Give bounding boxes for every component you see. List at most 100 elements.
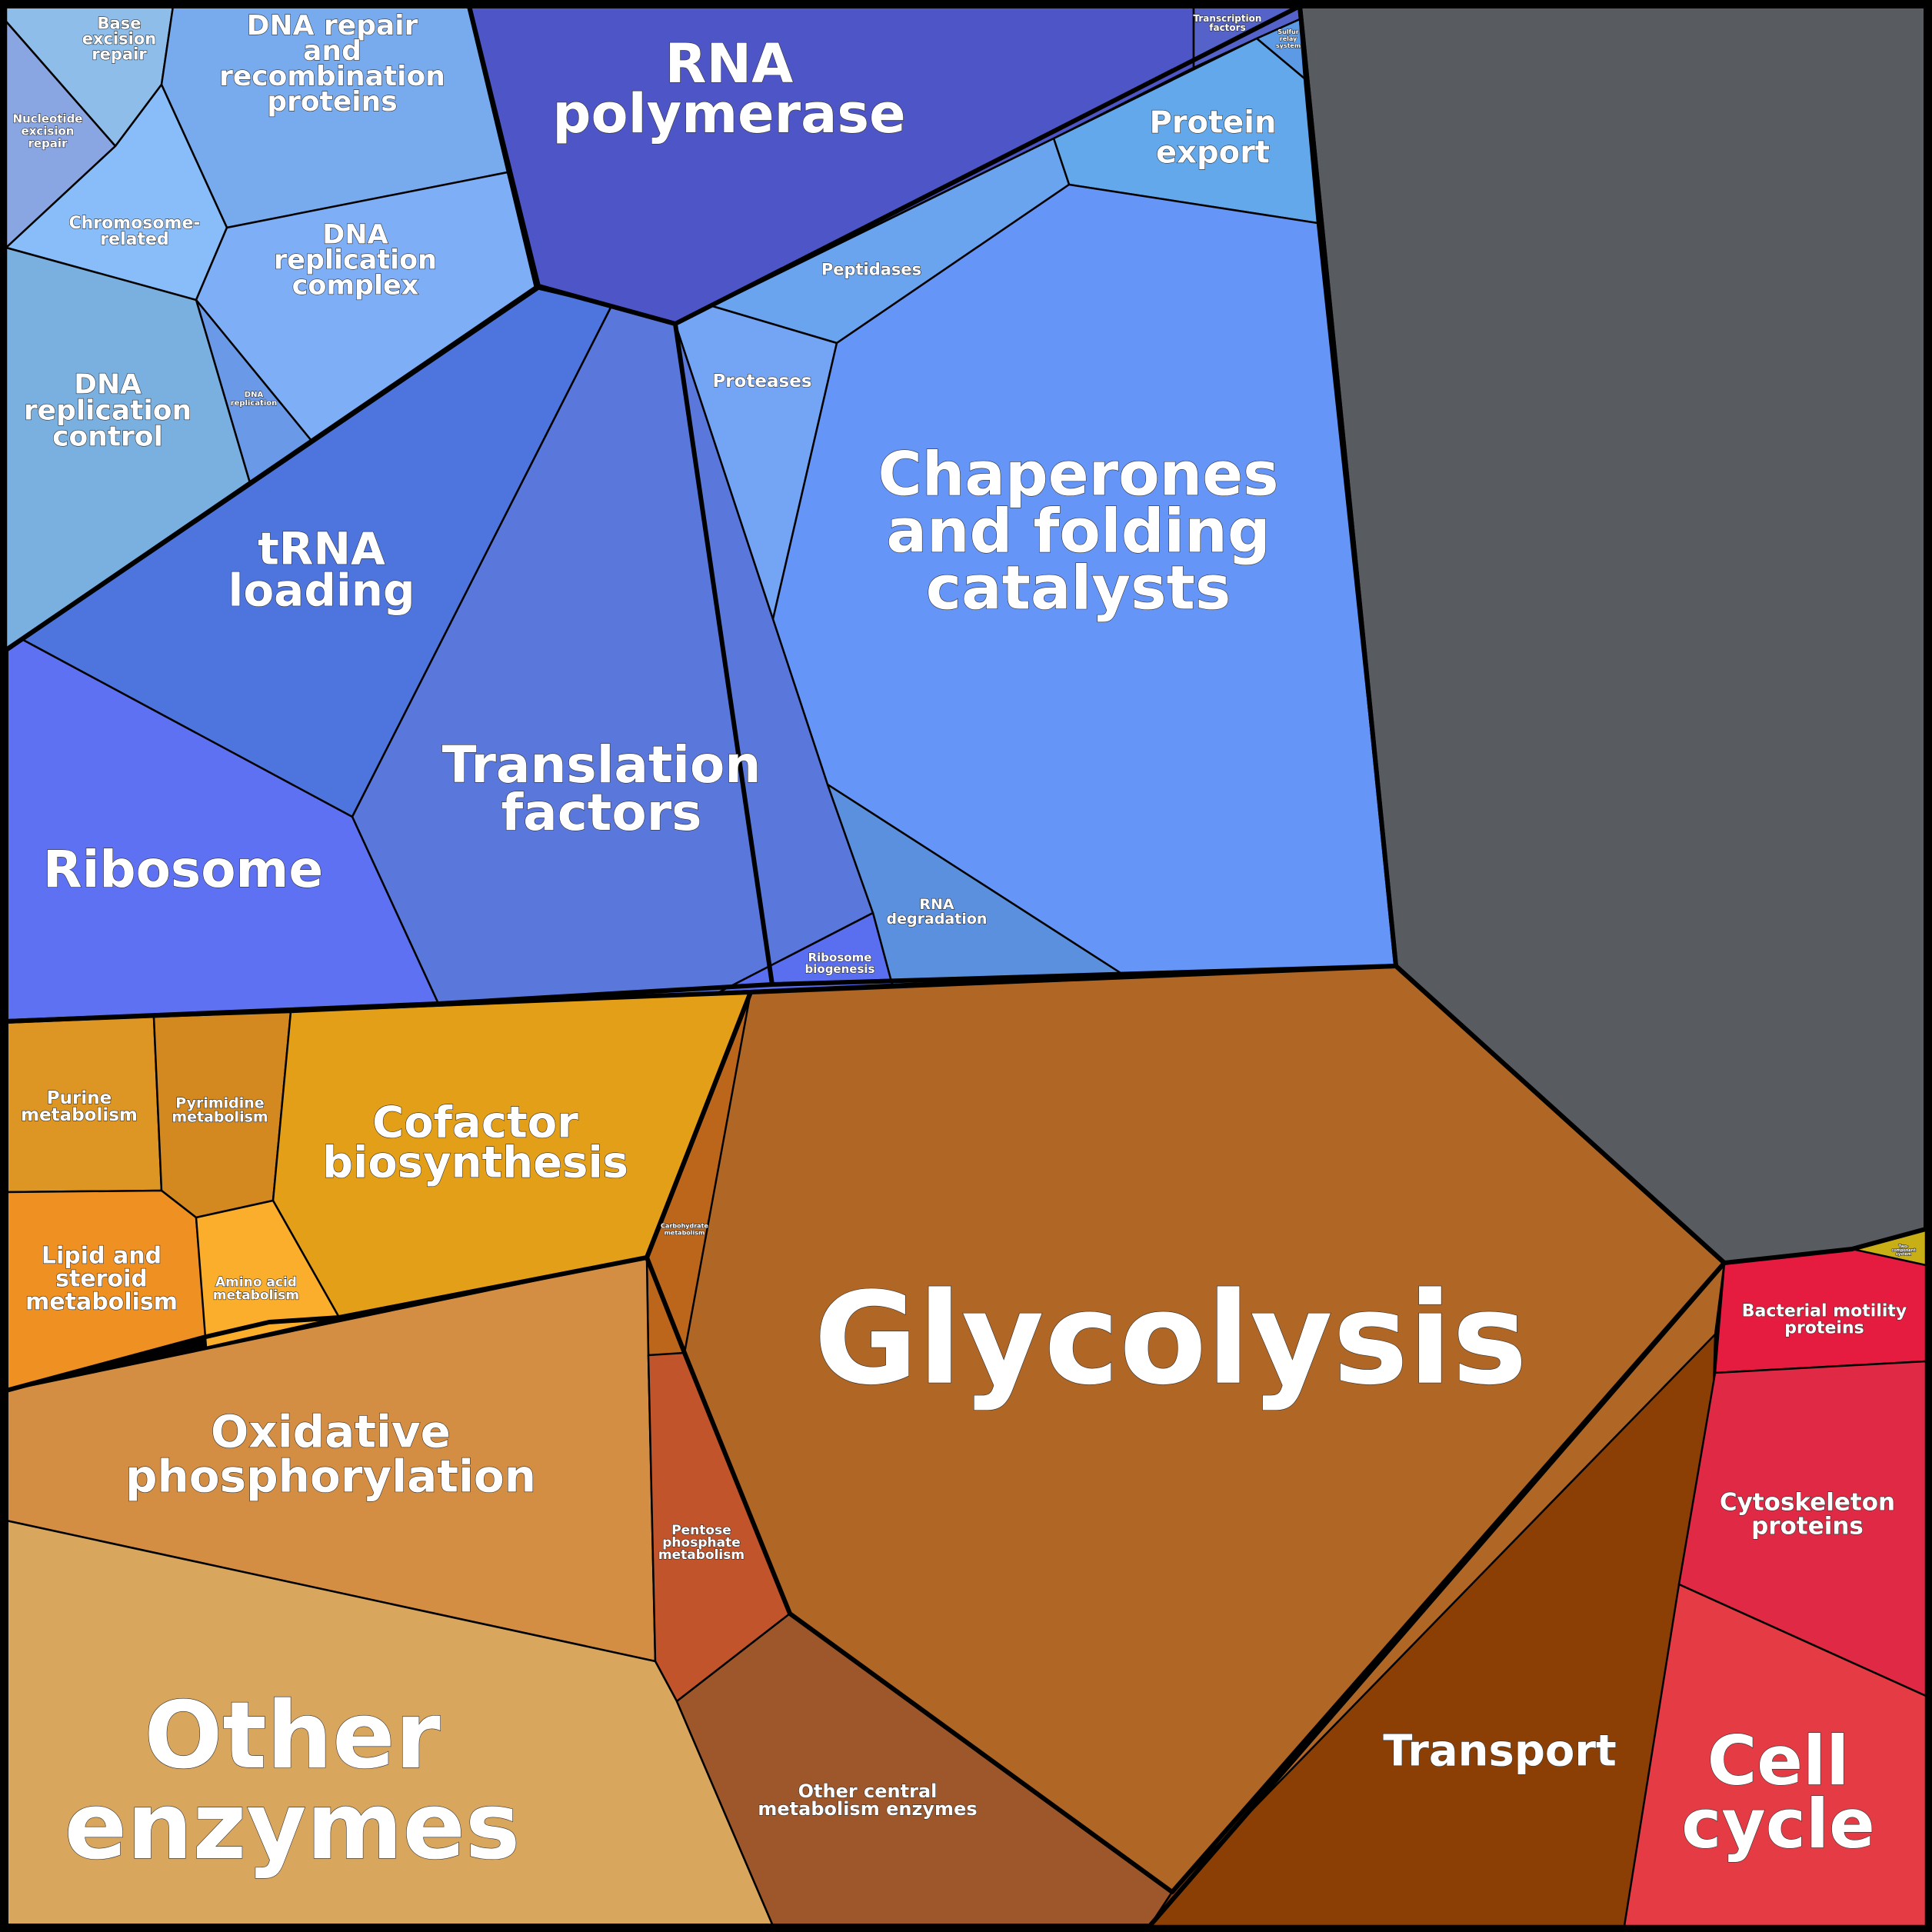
label-line: Oxidative [211,1405,451,1457]
label-line: Ribosome [43,840,323,899]
label-ribosome: Ribosome [43,840,323,899]
label-line: excision [22,124,75,138]
label-line: biogenesis [805,962,875,976]
label-line: DNA repair [247,10,418,42]
label-lipid-steroid-metabolism: Lipid and steroid metabolism [25,1243,178,1316]
label-line: factors [1209,22,1245,33]
group-border-cofactor [5,991,753,1393]
label-line: Cofactor [372,1098,578,1148]
label-line: Peptidases [821,260,921,278]
label-amino-acid-metabolism: Amino acid metabolism [213,1274,299,1303]
label-line: Transport [1383,1727,1617,1777]
label-bacterial-motility: Bacterial motility proteins [1742,1302,1907,1338]
label-dna-repair-recombination: DNA repair and recombination proteins [219,10,445,118]
label-cytoskeleton-proteins: Cytoskeleton proteins [1720,1488,1895,1540]
label-line: Carbohydrate [661,1222,708,1229]
label-line: Chromosome- [69,214,201,233]
label-line: loading [228,564,415,616]
label-nucleotide-excision-repair: Nucleotide excision repair [13,112,83,150]
label-line: Two- [1899,1244,1909,1249]
label-line: DNA [245,391,264,399]
label-line: Other [144,1683,440,1790]
label-cofactor-biosynthesis: Cofactor biosynthesis [322,1098,628,1188]
label-line: replication [274,245,437,275]
label-line: phosphorylation [125,1450,536,1502]
label-oxidative-phosphorylation: Oxidative phosphorylation [125,1405,536,1502]
label-line: metabolism [665,1229,705,1236]
label-line: polymerase [552,82,905,145]
label-rna-degradation: RNA degradation [887,896,988,928]
label-line: proteins [1784,1319,1864,1338]
label-transport: Transport [1383,1727,1617,1777]
label-glycolysis: Glycolysis [814,1265,1527,1413]
label-line: repair [28,136,68,150]
label-line: Transcription [1194,13,1262,24]
label-line: replication [231,399,278,408]
label-line: Chaperones [878,440,1278,509]
label-protein-export: Protein export [1150,105,1277,171]
label-line: Sulfur [1277,28,1298,35]
label-line: metabolism [25,1289,178,1316]
label-line: repair [92,45,147,63]
label-base-excision-repair: Base excision repair [82,14,157,63]
label-line: proteins [1751,1512,1864,1540]
label-other-central-metabolism: Other central metabolism enzymes [758,1780,977,1820]
label-line: Pyrimidine [175,1095,264,1112]
label-line: Translation [442,735,761,794]
label-line: Amino acid [215,1274,297,1290]
label-peptidases: Peptidases [821,260,921,278]
label-line: Bacterial motility [1742,1302,1907,1321]
cells-layer [5,5,1927,1927]
label-line: Purine [47,1088,112,1108]
label-line: related [100,230,168,249]
label-trna-loading: tRNA loading [228,522,415,616]
label-cell-cycle: Cell cycle [1681,1721,1875,1864]
label-line: Pentose [671,1523,731,1538]
label-line: Glycolysis [814,1265,1527,1413]
label-line: tRNA [258,522,385,575]
label-line: and [303,35,361,67]
label-dna-replication-control: DNA replication control [24,369,192,453]
label-line: enzymes [65,1774,521,1880]
label-line: metabolism [21,1105,138,1125]
label-line: degradation [887,911,988,928]
label-line: Protein [1150,105,1277,141]
label-rna-polymerase: RNA polymerase [552,32,905,145]
label-pentose-phosphate: Pentose phosphate metabolism [658,1523,744,1563]
label-line: RNA [665,32,794,95]
label-line: Other central [798,1780,938,1802]
label-line: Lipid and [42,1243,162,1270]
label-dna-replication-complex: DNA replication complex [274,219,437,301]
label-ribosome-biogenesis: Ribosome biogenesis [805,951,875,976]
label-purine-metabolism: Purine metabolism [21,1088,138,1125]
group-border-unassigned [1297,4,1928,1265]
label-line: Cytoskeleton [1720,1488,1895,1516]
label-line: DNA [74,369,142,401]
label-line: factors [501,783,701,842]
label-line: cycle [1681,1784,1875,1864]
label-line: catalysts [926,554,1231,623]
label-line: control [52,421,163,453]
label-transcription-factors: Transcription factors [1194,13,1262,33]
label-line: relay [1280,35,1297,42]
label-sulfur-relay-system: Sulfur relay system [1276,28,1301,49]
label-chromosome-related: Chromosome-related [69,214,201,249]
label-line: complex [292,270,419,301]
label-pyrimidine-metabolism: Pyrimidine metabolism [172,1095,268,1126]
label-translation-factors: Translation factors [442,735,761,842]
label-line: system [1896,1252,1911,1257]
cell-cell-cycle[interactable] [1623,1583,1927,1927]
label-other-enzymes: Other enzymes [65,1683,521,1880]
label-line: Nucleotide [13,112,83,125]
label-line: biosynthesis [322,1138,628,1188]
label-dna-replication-small: DNA replication [231,391,278,408]
label-chaperones: Chaperones and folding catalysts [878,440,1278,623]
label-line: metabolism [172,1109,268,1126]
label-line: Proteases [712,371,811,391]
label-line: recombination [219,61,445,92]
label-line: Ribosome [808,951,872,964]
group-border-rna-polymerase [467,4,1301,326]
label-line: export [1156,135,1270,171]
